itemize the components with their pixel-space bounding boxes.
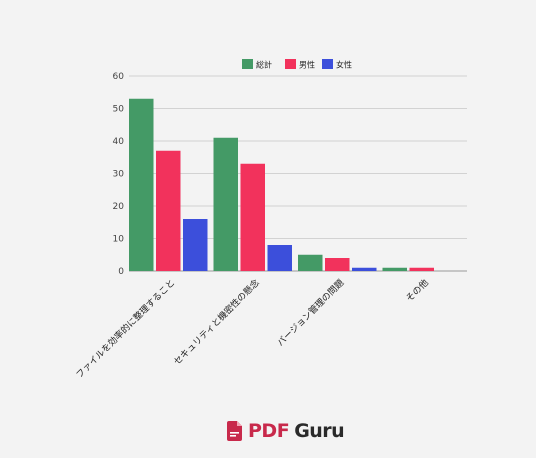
brand-pdf: PDF bbox=[248, 420, 290, 442]
legend-label: 男性 bbox=[299, 60, 315, 70]
x-category-label: バージョン管理の問題 bbox=[274, 277, 346, 349]
bar-1-1 bbox=[129, 98, 154, 271]
bar-3-2 bbox=[267, 245, 292, 271]
pdf-guru-logo: PDF Guru bbox=[227, 418, 345, 444]
legend-label: 女性 bbox=[336, 60, 352, 70]
y-tick-label: 0 bbox=[118, 267, 124, 277]
bar-2-4 bbox=[409, 267, 434, 271]
y-tick-label: 60 bbox=[113, 72, 125, 82]
bar-2-2 bbox=[240, 163, 265, 271]
bar-1-2 bbox=[213, 137, 238, 271]
bar-2-3 bbox=[325, 258, 350, 271]
y-tick-label: 50 bbox=[113, 105, 125, 115]
brand-guru: Guru bbox=[294, 420, 345, 442]
y-tick-label: 40 bbox=[113, 137, 125, 147]
pdf-file-icon bbox=[227, 421, 242, 441]
bar-2-1 bbox=[156, 150, 181, 271]
bar-3-1 bbox=[183, 219, 208, 271]
x-category-label: ファイルを効率的に整理すること bbox=[73, 277, 177, 381]
bar-3-3 bbox=[352, 267, 377, 271]
legend-label: 総計 bbox=[256, 60, 272, 70]
x-category-label: その他 bbox=[403, 277, 431, 305]
bar-1-3 bbox=[298, 254, 323, 271]
x-category-label: セキュリティと機密性の懸念 bbox=[171, 277, 262, 368]
bar-1-4 bbox=[382, 267, 407, 271]
legend-swatch bbox=[285, 59, 296, 69]
legend-swatch bbox=[242, 59, 253, 69]
y-tick-label: 10 bbox=[113, 235, 125, 245]
y-tick-label: 20 bbox=[113, 202, 125, 212]
brand-text: PDF Guru bbox=[248, 420, 345, 442]
y-tick-label: 30 bbox=[113, 170, 125, 180]
bar-chart: 0 10 20 30 40 50 60 ファイルを効率的に整理することセキュリティと機密性の懸… bbox=[73, 59, 467, 381]
legend-swatch bbox=[322, 59, 333, 69]
